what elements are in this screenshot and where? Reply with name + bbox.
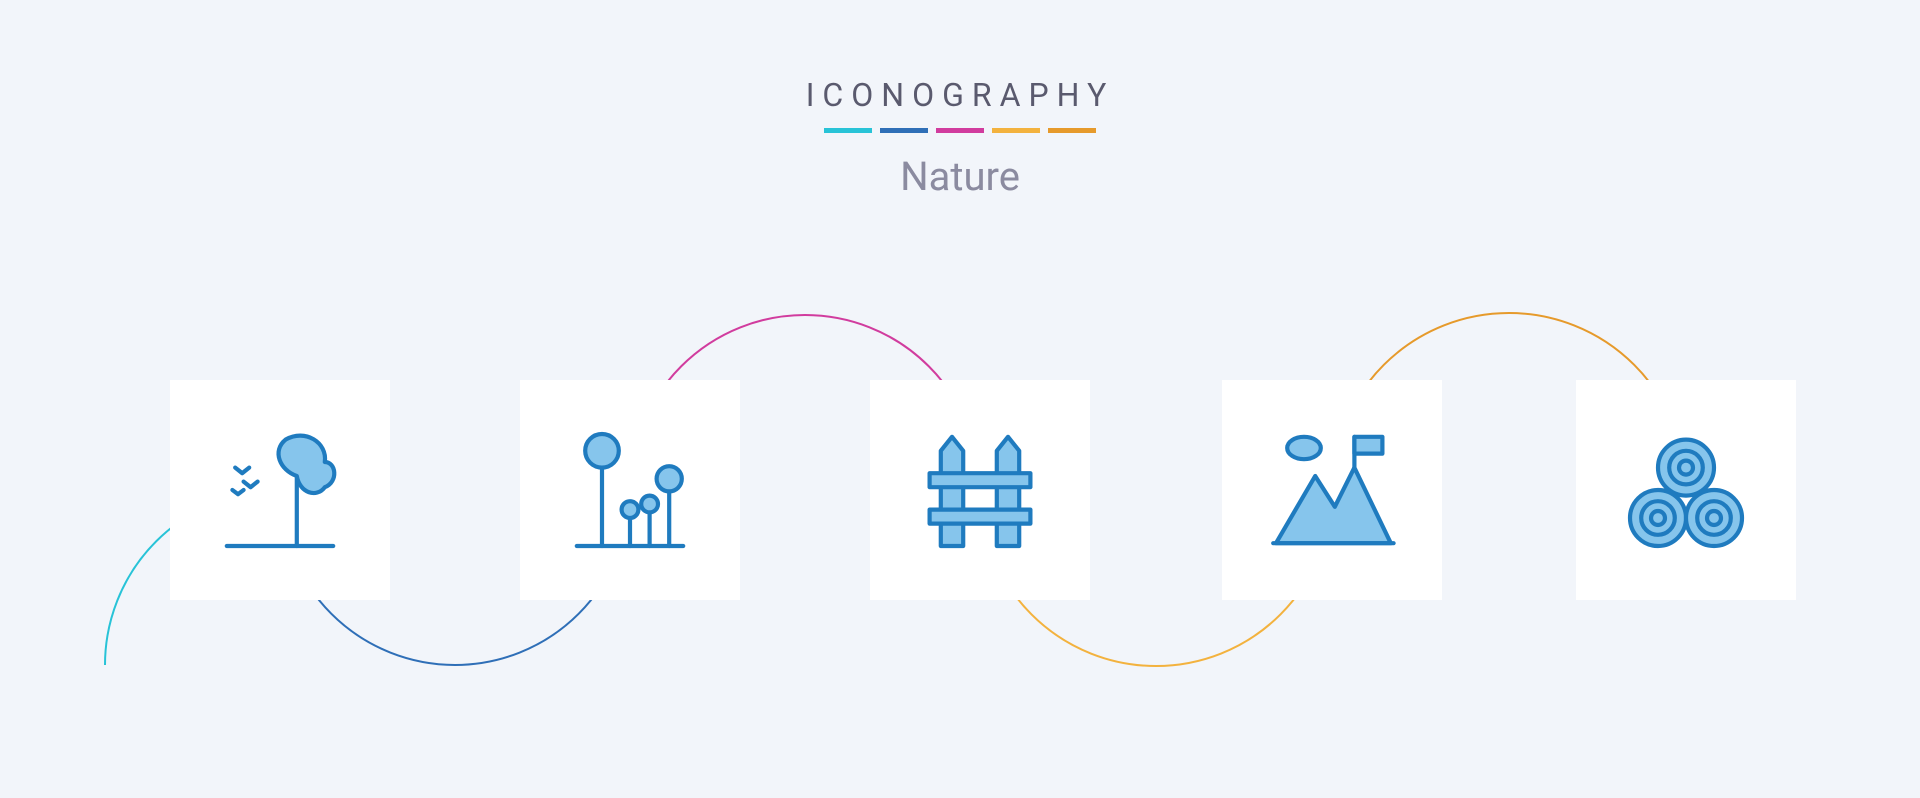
icon-card — [170, 380, 390, 600]
brand-bar — [936, 128, 984, 133]
brand-text: ICONOGRAPHY — [0, 76, 1920, 114]
icon-stage — [0, 270, 1920, 710]
subtitle-text: Nature — [0, 153, 1920, 200]
brand-bars — [0, 128, 1920, 133]
icon-card — [1222, 380, 1442, 600]
hay-bales-icon — [1616, 420, 1756, 560]
fence-icon — [910, 420, 1050, 560]
icon-card — [520, 380, 740, 600]
header: ICONOGRAPHY Nature — [0, 76, 1920, 200]
brand-bar — [992, 128, 1040, 133]
mountain-flag-icon — [1262, 420, 1402, 560]
brand-bar — [824, 128, 872, 133]
tree-birds-icon — [210, 420, 350, 560]
plants-icon — [560, 420, 700, 560]
icon-card — [1576, 380, 1796, 600]
brand-bar — [880, 128, 928, 133]
brand-bar — [1048, 128, 1096, 133]
icon-card — [870, 380, 1090, 600]
